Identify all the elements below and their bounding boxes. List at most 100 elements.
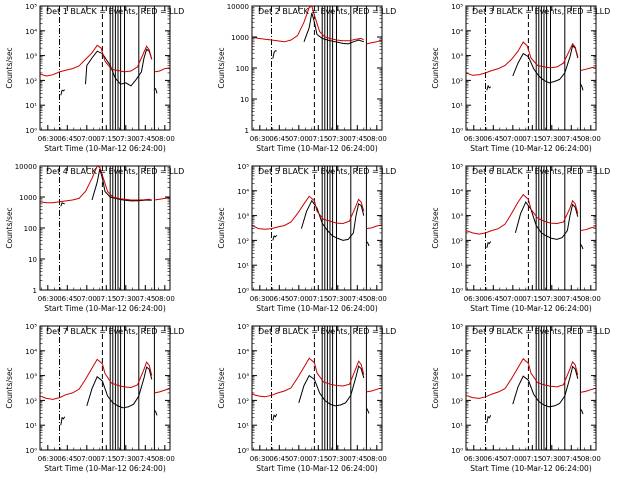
x-tick-label: 07:45 xyxy=(561,135,581,143)
x-tick-label: 06:30 xyxy=(250,455,270,463)
y-tick-label: 10³ xyxy=(451,373,463,381)
series-lld-line xyxy=(466,193,579,235)
x-axis-label: Start Time (10-Mar-12 06:24:00) xyxy=(470,304,592,313)
x-tick-label: 07:15 xyxy=(522,295,542,303)
series-events-line xyxy=(91,168,152,202)
x-axis-label: Start Time (10-Mar-12 06:24:00) xyxy=(44,464,166,473)
x-tick-label: 08:00 xyxy=(581,455,601,463)
series-events-line xyxy=(60,89,66,96)
y-tick-label: 10³ xyxy=(451,213,463,221)
y-axis-label: Counts/sec xyxy=(431,47,440,88)
x-tick-label: 07:30 xyxy=(328,455,348,463)
plot-frame xyxy=(39,5,171,131)
panel-3: Det 3 BLACK = Events, RED = LLD 10⁰ 10¹ 10²… xyxy=(431,3,610,153)
panel-6: Det 6 BLACK = Events, RED = LLD 10⁰ 10¹ 10²… xyxy=(431,163,610,313)
y-tick-label: 10¹ xyxy=(25,422,37,430)
panel-title: Det 3 BLACK = Events, RED = LLD xyxy=(472,7,610,16)
plot-frame xyxy=(251,165,383,291)
series-events-line xyxy=(272,413,278,421)
x-tick-label: 06:30 xyxy=(250,135,270,143)
y-tick-label: 10⁰ xyxy=(237,447,249,455)
y-axis-label: Counts/sec xyxy=(5,367,14,408)
panel-title: Det 8 BLACK = Events, RED = LLD xyxy=(258,327,396,336)
panel-title: Det 9 BLACK = Events, RED = LLD xyxy=(472,327,610,336)
y-tick-label: 10³ xyxy=(237,373,249,381)
series-events-line xyxy=(85,48,153,87)
panel-2: Det 2 BLACK = Events, RED = LLD 1 10 100 100… xyxy=(217,3,396,153)
series-lld-line xyxy=(40,358,153,400)
y-tick-label: 10² xyxy=(451,237,463,245)
y-tick-label: 1000 xyxy=(19,194,37,202)
x-tick-label: 06:30 xyxy=(464,455,484,463)
panel-title: Det 5 BLACK = Events, RED = LLD xyxy=(258,167,396,176)
y-axis-label: Counts/sec xyxy=(431,207,440,248)
x-tick-label: 07:15 xyxy=(522,135,542,143)
series-lld-line xyxy=(40,166,152,204)
y-tick-label: 10⁴ xyxy=(237,348,249,356)
x-tick-label: 06:30 xyxy=(250,295,270,303)
series-lld-line xyxy=(154,388,170,394)
x-tick-label: 07:30 xyxy=(116,135,136,143)
panel-title: Det 1 BLACK = Events, RED = LLD xyxy=(46,7,184,16)
x-tick-label: 07:30 xyxy=(542,295,562,303)
plot-data xyxy=(466,326,596,450)
x-tick-label: 07:00 xyxy=(503,455,523,463)
series-events-line xyxy=(298,365,365,407)
plot-frame xyxy=(465,325,597,451)
y-axis-label: Counts/sec xyxy=(5,47,14,88)
series-lld-line xyxy=(154,197,170,201)
x-tick-label: 07:00 xyxy=(503,295,523,303)
y-tick-label: 1000 xyxy=(231,34,249,42)
x-tick-label: 07:15 xyxy=(96,455,116,463)
panel-title: Det 4 BLACK = Events, RED = LLD xyxy=(46,167,184,176)
y-tick-label: 10¹ xyxy=(237,422,249,430)
y-tick-label: 10⁴ xyxy=(237,188,249,196)
x-tick-label: 06:45 xyxy=(269,135,289,143)
y-tick-label: 10⁴ xyxy=(451,188,463,196)
panel-5: Det 5 BLACK = Events, RED = LLD 10⁰ 10¹ 10²… xyxy=(217,163,396,313)
series-lld-line xyxy=(252,6,365,43)
series-events-line xyxy=(86,366,153,409)
y-tick-label: 10000 xyxy=(227,3,249,11)
series-events-line xyxy=(272,234,278,241)
series-lld-line xyxy=(580,66,596,71)
y-tick-label: 10⁴ xyxy=(25,28,37,36)
y-tick-label: 10³ xyxy=(25,53,37,61)
y-tick-label: 10⁵ xyxy=(25,323,37,331)
series-events-line xyxy=(272,50,277,59)
series-lld-line xyxy=(252,195,365,230)
x-tick-label: 07:30 xyxy=(328,135,348,143)
y-tick-label: 10⁵ xyxy=(25,3,37,11)
y-tick-label: 10⁴ xyxy=(451,348,463,356)
y-tick-label: 10000 xyxy=(15,163,37,171)
series-events-line xyxy=(486,415,492,424)
x-axis-label: Start Time (10-Mar-12 06:24:00) xyxy=(44,304,166,313)
x-tick-label: 07:15 xyxy=(96,135,116,143)
series-events-line xyxy=(514,201,579,240)
y-tick-label: 10⁵ xyxy=(451,323,463,331)
series-events-line xyxy=(154,87,158,94)
series-lld-line xyxy=(466,357,579,399)
series-lld-line xyxy=(466,41,579,76)
y-tick-label: 1 xyxy=(245,127,249,135)
plot-data xyxy=(252,166,382,290)
y-axis-label: Counts/sec xyxy=(431,367,440,408)
plot-frame xyxy=(39,325,171,451)
x-tick-label: 07:30 xyxy=(542,455,562,463)
x-tick-label: 07:30 xyxy=(542,135,562,143)
plot-data xyxy=(252,326,382,450)
series-events-line xyxy=(303,12,364,45)
y-tick-label: 10² xyxy=(237,237,249,245)
x-tick-label: 07:15 xyxy=(308,135,328,143)
plot-frame xyxy=(465,5,597,131)
y-tick-label: 10² xyxy=(237,397,249,405)
x-tick-label: 06:45 xyxy=(57,455,77,463)
plot-data xyxy=(466,6,596,130)
x-tick-label: 07:00 xyxy=(289,135,309,143)
series-events-line xyxy=(60,202,65,207)
y-axis-label: Counts/sec xyxy=(217,47,226,88)
x-tick-label: 07:15 xyxy=(308,295,328,303)
y-tick-label: 10¹ xyxy=(451,262,463,270)
x-axis-label: Start Time (10-Mar-12 06:24:00) xyxy=(470,464,592,473)
panel-1: Det 1 BLACK = Events, RED = LLD 10⁰ 10¹ 10²… xyxy=(5,3,184,153)
